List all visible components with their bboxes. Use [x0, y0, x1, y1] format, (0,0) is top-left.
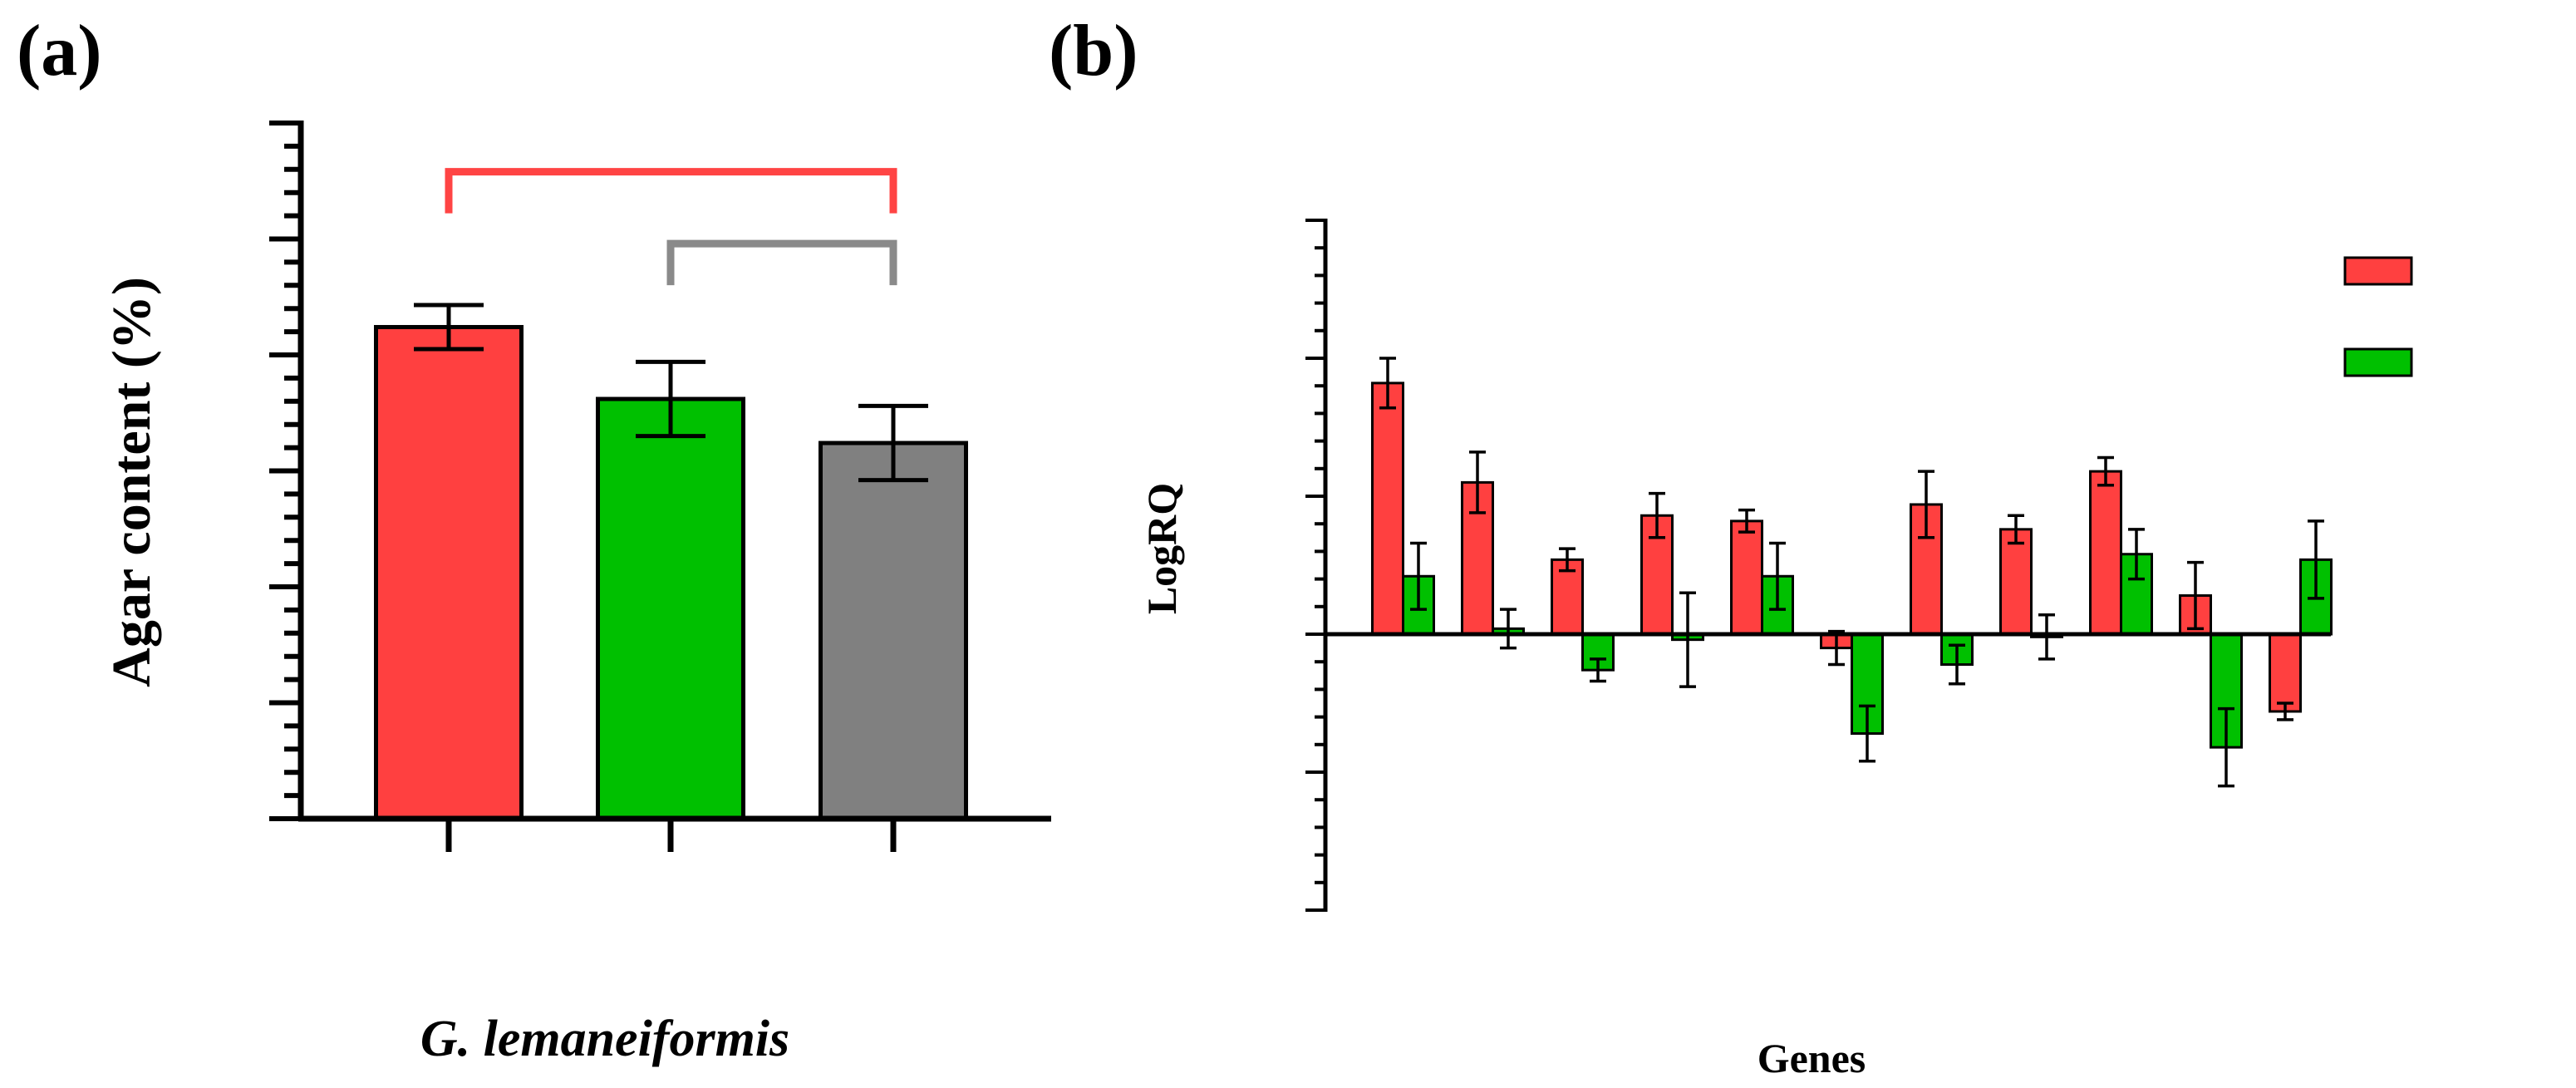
chart-a-comparison-brackets: [445, 168, 897, 286]
panel-label-b: (b): [1049, 11, 1138, 91]
chart-b-x-axis-label: Genes: [1757, 1035, 1866, 1081]
chart-b-axes: [1323, 219, 2331, 912]
bar-981: [2269, 633, 2302, 713]
chart-b-bars: [1371, 382, 2333, 749]
chart-b-y-ticks: [1305, 219, 1325, 912]
chart-b-error-bars: [1379, 357, 2324, 788]
bar-WT-D: [819, 441, 968, 821]
bar-981: [374, 325, 524, 821]
chart-a-x-axis-label: G. lemaneiformis: [420, 1011, 789, 1067]
bar-981: [1371, 382, 1404, 636]
legend-swatch-wt-f: [2343, 347, 2413, 377]
panel-label-a: (a): [17, 11, 102, 91]
comparison-bracket: [666, 239, 897, 286]
bar-WT-F: [596, 396, 745, 821]
chart-a-error-bars: [414, 303, 928, 483]
chart-b-legend: [2343, 256, 2413, 377]
bar-981: [2089, 470, 2122, 636]
chart-a-y-axis-label: Agar content (%): [101, 277, 162, 687]
chart-a-y-ticks: [269, 121, 301, 821]
chart-b: LogRQ Genes: [1138, 219, 2413, 1081]
bar-981: [1730, 519, 1763, 636]
comparison-bracket: [445, 168, 897, 214]
bar-981: [1999, 528, 2033, 636]
chart-a: Agar content (%) G. lemaneiformis: [101, 121, 1051, 1067]
legend-swatch-981: [2343, 256, 2413, 286]
chart-b-y-axis-label: LogRQ: [1138, 483, 1185, 614]
